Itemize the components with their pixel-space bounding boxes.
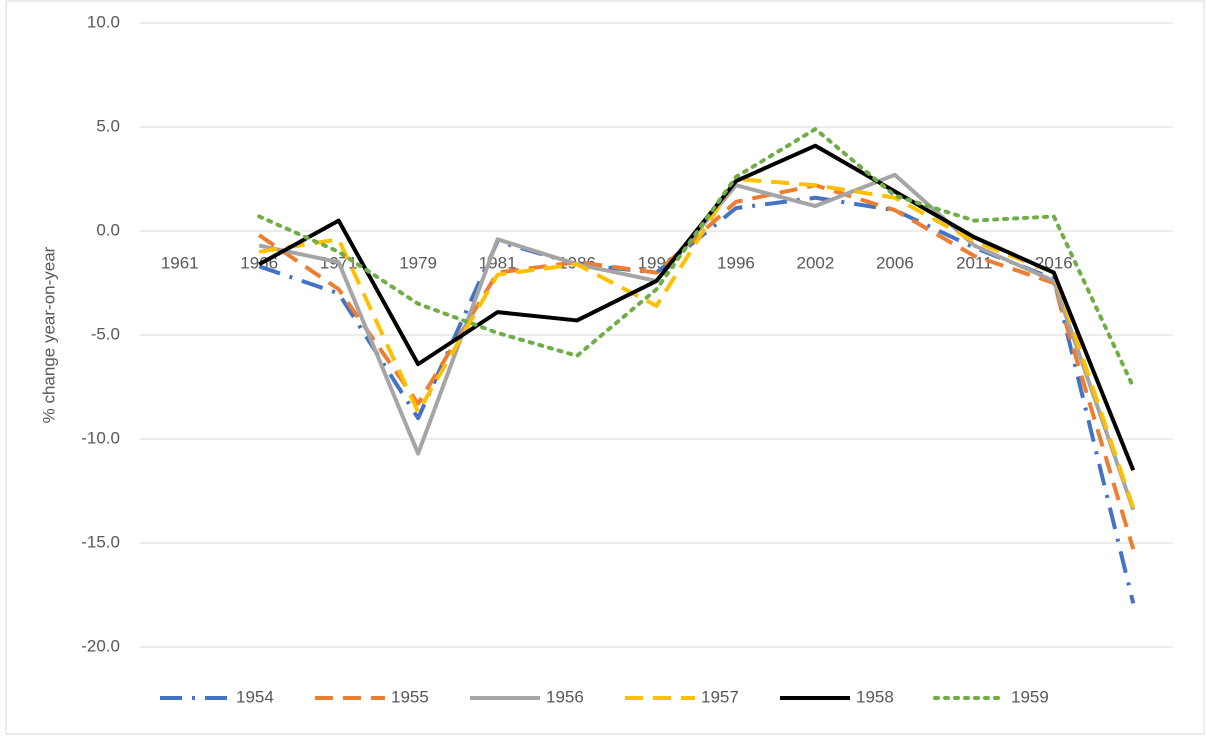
- legend-label: 1959: [1011, 687, 1049, 706]
- y-tick-label: 10.0: [87, 12, 120, 31]
- x-tick-label: 2002: [797, 253, 835, 272]
- x-tick-label: 2011: [956, 253, 993, 272]
- legend-label: 1958: [856, 687, 894, 706]
- y-tick-label: 0.0: [96, 220, 120, 239]
- y-tick-label: -15.0: [81, 532, 120, 551]
- legend-label: 1957: [701, 687, 739, 706]
- y-axis-label: % change year-on-year: [39, 246, 58, 423]
- series-line: [258, 177, 1136, 509]
- x-tick-label: 2016: [1035, 253, 1073, 272]
- x-tick-label: 1996: [717, 253, 755, 272]
- legend-label: 1956: [546, 687, 584, 706]
- series-line: [257, 127, 1136, 389]
- x-tick-label: 1979: [399, 253, 437, 272]
- legend-label: 1955: [391, 687, 429, 706]
- x-tick-label: 2006: [876, 253, 914, 272]
- chart-border: [5, 0, 1205, 735]
- y-tick-label: -10.0: [81, 428, 120, 447]
- y-tick-label: 5.0: [96, 116, 120, 135]
- x-tick-label: 1961: [161, 253, 199, 272]
- legend-label: 1954: [236, 687, 274, 706]
- y-tick-label: -20.0: [81, 636, 120, 655]
- y-tick-label: -5.0: [91, 324, 120, 343]
